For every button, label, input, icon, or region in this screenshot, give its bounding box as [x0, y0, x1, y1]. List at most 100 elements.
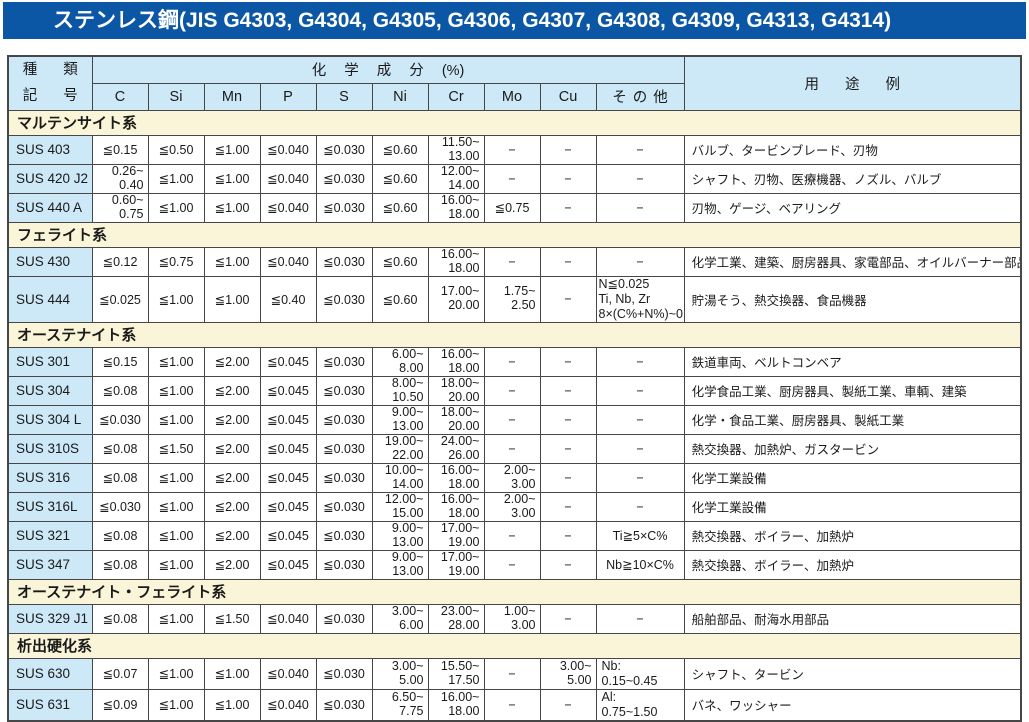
- cell-line: 16.00~: [440, 689, 480, 704]
- cell-line: Ti, Nb, Zr: [598, 291, 651, 306]
- chem-cell-cu: −: [539, 462, 597, 493]
- chem-cell-si: ≦0.50: [147, 134, 205, 165]
- section-header: オーステナイト系: [7, 321, 1022, 348]
- cell-line: 18.00: [448, 476, 480, 491]
- cell-line: 10.00~: [384, 463, 424, 477]
- chem-cell-other: −: [595, 246, 685, 277]
- chem-cell-c: ≦0.025: [91, 275, 149, 323]
- chem-cell-si: ≦1.00: [147, 520, 205, 551]
- chem-cell-mo: 2.00~ 3.00: [483, 491, 541, 522]
- chem-cell-cr: 17.00~ 19.00: [427, 520, 485, 551]
- chem-cell-cr: 16.00~ 18.00: [427, 688, 485, 721]
- cell-line: 1.75~: [503, 284, 536, 299]
- table-row: SUS 347 ≦0.08 ≦1.00 ≦2.00 ≦0.045 ≦0.030 9.00~ 1…: [7, 549, 1022, 580]
- chem-cell-c: ≦0.09: [91, 688, 149, 721]
- chem-cell-mn: ≦1.50: [203, 603, 261, 634]
- chem-cell-p: ≦0.045: [259, 491, 317, 522]
- cell-line: 9.00~: [391, 521, 424, 535]
- chem-cell-c: ≦0.030: [91, 404, 149, 435]
- chem-cell-other: Al: 0.75~1.50: [595, 688, 685, 721]
- chem-cell-cu: −: [539, 549, 597, 580]
- chem-cell-mo: −: [483, 657, 541, 690]
- cell-line: 3.00~: [391, 658, 424, 673]
- cell-line: 18.00: [448, 206, 480, 221]
- chem-cell-p: ≦0.045: [259, 433, 317, 464]
- cell-line: 16.00~: [440, 247, 480, 261]
- cell-line: 18.00: [448, 703, 480, 718]
- grade-cell: SUS 316: [7, 462, 93, 493]
- cell-line: 22.00: [392, 447, 424, 462]
- chem-cell-ni: ≦0.60: [371, 246, 429, 277]
- chem-cell-cr: 16.00~ 18.00: [427, 462, 485, 493]
- chem-cell-p: ≦0.045: [259, 520, 317, 551]
- usage-cell: 刃物、ゲージ、ベアリング: [683, 192, 1022, 223]
- chem-cell-si: ≦1.00: [147, 375, 205, 406]
- cell-line: 16.00~: [440, 347, 480, 361]
- chem-cell-cr: 23.00~ 28.00: [427, 603, 485, 634]
- chem-cell-mo: −: [483, 404, 541, 435]
- section-row: 析出硬化系: [7, 632, 1022, 659]
- cell-line: 15.00: [392, 505, 424, 520]
- chem-cell-ni: 8.00~ 10.50: [371, 375, 429, 406]
- chem-cell-mn: ≦1.00: [203, 246, 261, 277]
- chem-cell-cu: −: [539, 433, 597, 464]
- cell-line: 1.00~: [503, 604, 536, 618]
- grade-cell: SUS 304: [7, 375, 93, 406]
- cell-line: 20.00: [448, 298, 480, 312]
- chem-cell-p: ≦0.045: [259, 375, 317, 406]
- chem-cell-other: −: [595, 491, 685, 522]
- chem-cell-mn: ≦2.00: [203, 520, 261, 551]
- chem-cell-mo: −: [483, 134, 541, 165]
- cell-line: 19.00: [448, 534, 480, 549]
- chem-cell-ni: ≦0.60: [371, 192, 429, 223]
- chem-cell-si: ≦0.75: [147, 246, 205, 277]
- cell-line: 13.00: [392, 534, 424, 549]
- chem-cell-c: ≦0.08: [91, 433, 149, 464]
- chem-cell-mn: ≦1.00: [203, 275, 261, 323]
- chem-cell-p: ≦0.040: [259, 246, 317, 277]
- chem-cell-mn: ≦2.00: [203, 346, 261, 377]
- cell-line: 3.00: [511, 476, 536, 491]
- chem-cell-c: ≦0.08: [91, 603, 149, 634]
- usage-cell: 船舶部品、耐海水用部品: [683, 603, 1022, 634]
- cell-line: 17.50: [448, 672, 480, 687]
- grade-cell: SUS 440 A: [7, 192, 93, 223]
- chem-cell-ni: 9.00~ 13.00: [371, 549, 429, 580]
- chem-cell-p: ≦0.040: [259, 163, 317, 194]
- chem-cell-mn: ≦2.00: [203, 433, 261, 464]
- cell-line: 0.75: [119, 206, 144, 221]
- chem-cell-mo: −: [483, 246, 541, 277]
- chem-cell-p: ≦0.045: [259, 346, 317, 377]
- chem-cell-cu: −: [539, 603, 597, 634]
- col-header-cu: Cu: [539, 82, 597, 111]
- section-header: マルテンサイト系: [7, 109, 1022, 136]
- cell-line: 12.00~: [384, 492, 424, 506]
- chem-cell-s: ≦0.030: [315, 134, 373, 165]
- chem-cell-other: −: [595, 163, 685, 194]
- chem-cell-mn: ≦2.00: [203, 404, 261, 435]
- cell-line: 23.00~: [440, 604, 480, 618]
- grade-cell: SUS 403: [7, 134, 93, 165]
- cell-line: 0.40: [119, 177, 144, 192]
- chem-cell-p: ≦0.040: [259, 688, 317, 721]
- usage-cell: バルブ、タービンブレード、刃物: [683, 134, 1022, 165]
- table-row: SUS 440 A 0.60~ 0.75 ≦1.00 ≦1.00 ≦0.040 ≦0.030…: [7, 192, 1022, 223]
- cell-line: 9.00~: [391, 405, 424, 419]
- cell-line: 6.50~: [391, 689, 424, 704]
- table-row: SUS 430 ≦0.12 ≦0.75 ≦1.00 ≦0.040 ≦0.030 ≦0.60 1…: [7, 246, 1022, 277]
- chem-cell-cu: −: [539, 520, 597, 551]
- grade-cell: SUS 347: [7, 549, 93, 580]
- chem-cell-s: ≦0.030: [315, 520, 373, 551]
- cell-line: 18.00: [448, 360, 480, 375]
- chem-cell-c: ≦0.08: [91, 549, 149, 580]
- cell-line: 0.26~: [111, 164, 144, 178]
- cell-line: 5.00: [399, 672, 424, 687]
- col-header-si: Si: [147, 82, 205, 111]
- grade-cell: SUS 301: [7, 346, 93, 377]
- chem-cell-other: −: [595, 404, 685, 435]
- chem-cell-other: −: [595, 192, 685, 223]
- cell-line: 2.00~: [503, 492, 536, 506]
- grade-cell: SUS 321: [7, 520, 93, 551]
- col-header-p: P: [259, 82, 317, 111]
